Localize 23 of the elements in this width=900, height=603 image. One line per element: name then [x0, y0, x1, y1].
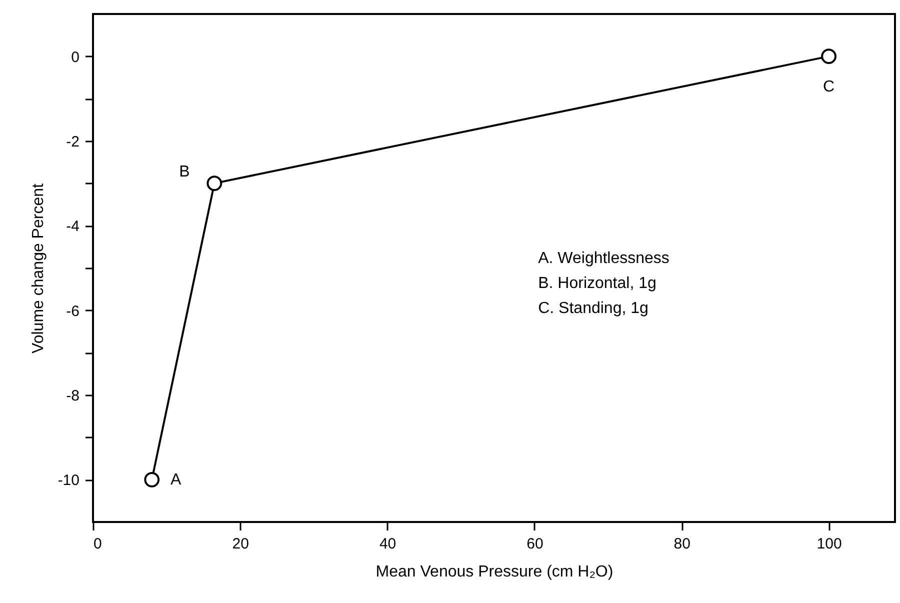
- x-axis-title: Mean Venous Pressure (cm H₂O): [376, 564, 614, 580]
- annotation: A. Weightlessness: [538, 250, 670, 267]
- point: [144, 472, 160, 488]
- annotation: C: [823, 78, 835, 96]
- annotation: B. Horizontal, 1g: [538, 274, 656, 292]
- y-tick-label: 0: [71, 48, 80, 66]
- point: [206, 176, 222, 192]
- point: [821, 48, 836, 64]
- y-tick-label: -4: [66, 218, 80, 236]
- x-tick-label: 100: [816, 536, 842, 552]
- annotation: C. Standing, 1g: [538, 300, 648, 317]
- x-tick-label: 40: [379, 536, 396, 552]
- y-axis-title: Volume change Percent: [30, 183, 47, 354]
- y-tick-label: -8: [66, 388, 80, 404]
- y-tick-label: -6: [66, 302, 80, 320]
- x-tick-label: 20: [232, 536, 249, 552]
- y-tick-label: -10: [58, 472, 80, 490]
- annotation: A: [170, 472, 182, 489]
- annotation: B: [179, 163, 190, 180]
- x-tick-label: 80: [674, 536, 690, 552]
- y-tick-label: -2: [66, 134, 80, 150]
- x-tick-label: 0: [94, 536, 102, 552]
- x-tick-label: 60: [526, 536, 544, 552]
